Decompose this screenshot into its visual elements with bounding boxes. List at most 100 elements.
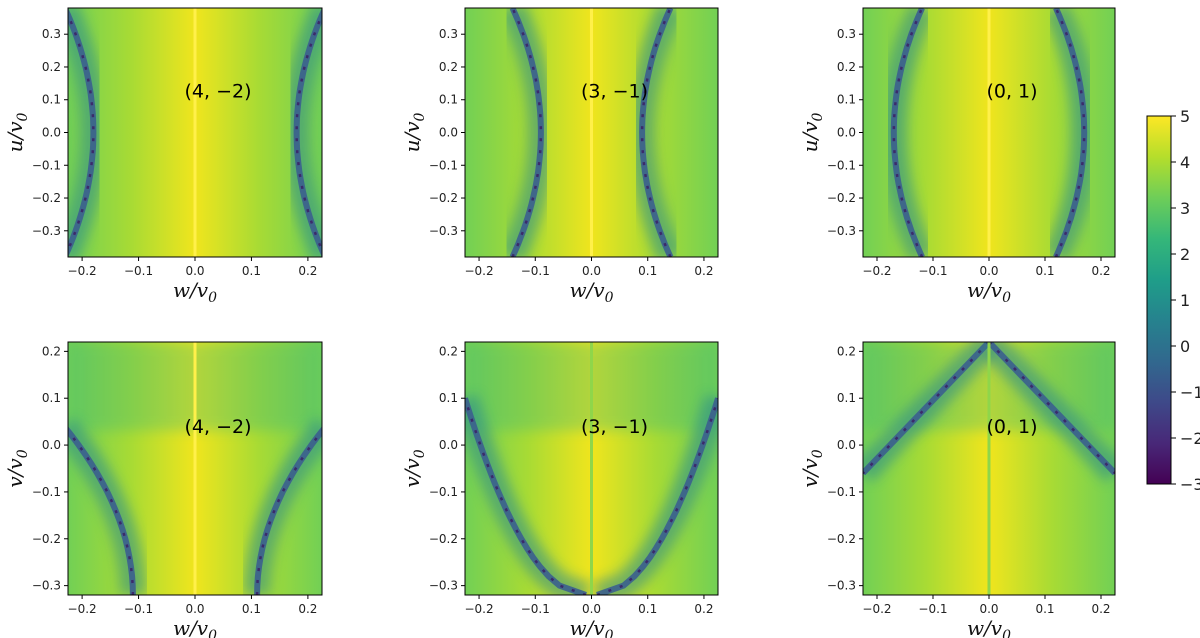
y-tick-label: 0.1 bbox=[42, 391, 61, 405]
y-tick-label: −0.3 bbox=[827, 224, 856, 238]
y-tick-label: 0.0 bbox=[42, 126, 61, 140]
y-tick-label: 0.1 bbox=[439, 93, 458, 107]
minimum-curve-outer bbox=[1053, 8, 1088, 257]
x-tick-label: 0.1 bbox=[1035, 264, 1054, 278]
y-tick-label: 0.0 bbox=[42, 438, 61, 452]
panel-bottom-middle: −0.2 −0.1 0.0 0.1 0.2 −0.3 −0.2 −0.1 0.0 0.1 0.2 (3… bbox=[400, 341, 719, 638]
x-tick-label: −0.2 bbox=[464, 264, 493, 278]
panel-top-left: −0.2 −0.1 0.0 0.1 0.2 −0.3 −0.2 −0.1 0.0 0.1 0.2 0.… bbox=[3, 7, 323, 306]
x-tick-label: −0.1 bbox=[918, 602, 947, 616]
x-axis-label: w/v0 bbox=[967, 616, 1011, 638]
minimum-curve bbox=[68, 429, 135, 595]
x-tick-label: 0.2 bbox=[1091, 602, 1110, 616]
y-tick-label: 0.3 bbox=[837, 27, 856, 41]
x-axis-label: w/v0 bbox=[569, 278, 613, 306]
minimum-curve-outer bbox=[863, 342, 992, 476]
colorbar-tick-label: 0 bbox=[1180, 337, 1190, 356]
colorbar-tick-label: −2 bbox=[1180, 429, 1200, 448]
panel-annotation: (3, −1) bbox=[581, 81, 648, 103]
y-tick-label: 0.1 bbox=[837, 391, 856, 405]
y-tick-label: 0.3 bbox=[439, 27, 458, 41]
x-tick-label: 0.2 bbox=[694, 264, 713, 278]
heatmap-field bbox=[863, 342, 1115, 595]
heatmap-field bbox=[68, 342, 322, 595]
colorbar-tick-label: 2 bbox=[1180, 245, 1190, 264]
x-tick-label: −0.2 bbox=[862, 264, 891, 278]
colorbar-gradient bbox=[1147, 116, 1171, 484]
x-tick-label: 0.0 bbox=[185, 602, 204, 616]
y-tick-label: 0.0 bbox=[439, 438, 458, 452]
y-tick-label: 0.1 bbox=[42, 93, 61, 107]
y-tick-label: −0.1 bbox=[827, 158, 856, 172]
minimum-curve bbox=[465, 397, 587, 595]
x-tick-label: 0.2 bbox=[694, 602, 713, 616]
x-tick-label: 0.2 bbox=[1091, 264, 1110, 278]
x-axis-label: w/v0 bbox=[173, 616, 217, 638]
y-tick-label: −0.2 bbox=[429, 191, 458, 205]
x-tick-label: −0.2 bbox=[68, 602, 97, 616]
y-axis-label: v/v0 bbox=[798, 449, 826, 487]
y-tick-label: −0.1 bbox=[429, 158, 458, 172]
colorbar: 5 4 3 2 1 0 −1 −2 −3 bbox=[1146, 107, 1200, 494]
y-tick-label: 0.2 bbox=[439, 60, 458, 74]
minimum-curve-outer bbox=[639, 8, 674, 257]
x-axis-label: w/v0 bbox=[569, 616, 613, 638]
panel-annotation: (4, −2) bbox=[184, 416, 251, 438]
x-axis-label: w/v0 bbox=[967, 278, 1011, 306]
y-tick-label: −0.2 bbox=[827, 191, 856, 205]
y-tick-label: −0.1 bbox=[32, 485, 61, 499]
y-tick-label: 0.1 bbox=[837, 93, 856, 107]
minimum-curve-outer bbox=[68, 8, 97, 257]
minimum-curve bbox=[255, 429, 322, 595]
colorbar-tick-label: 3 bbox=[1180, 199, 1190, 218]
y-tick-label: −0.3 bbox=[827, 579, 856, 593]
x-axis-label: w/v0 bbox=[173, 278, 217, 306]
x-tick-label: 0.2 bbox=[298, 602, 317, 616]
y-axis-label: u/v0 bbox=[400, 113, 428, 153]
heatmap-field bbox=[465, 8, 718, 257]
minimum-curve-outer bbox=[986, 342, 1115, 476]
x-tick-label: −0.2 bbox=[68, 264, 97, 278]
y-tick-label: 0.2 bbox=[42, 60, 61, 74]
y-tick-label: −0.2 bbox=[429, 532, 458, 546]
y-tick-label: 0.0 bbox=[837, 438, 856, 452]
minimum-curve-outer bbox=[890, 8, 925, 257]
y-tick-label: −0.3 bbox=[429, 579, 458, 593]
panel-bottom-left: −0.2 −0.1 0.0 0.1 0.2 −0.3 −0.2 −0.1 0.0 0.1 0.2 (4… bbox=[3, 341, 323, 638]
x-tick-label: 0.1 bbox=[242, 264, 261, 278]
x-tick-label: −0.1 bbox=[918, 264, 947, 278]
colorbar-tick-label: 1 bbox=[1180, 291, 1190, 310]
y-tick-label: −0.1 bbox=[429, 485, 458, 499]
x-tick-label: −0.2 bbox=[464, 602, 493, 616]
x-tick-label: −0.2 bbox=[862, 602, 891, 616]
x-tick-label: −0.1 bbox=[521, 264, 550, 278]
x-tick-label: 0.1 bbox=[242, 602, 261, 616]
heatmap-field bbox=[68, 8, 322, 257]
y-axis-label: v/v0 bbox=[400, 449, 428, 487]
heatmap-field bbox=[863, 8, 1115, 257]
y-tick-label: 0.1 bbox=[439, 391, 458, 405]
x-tick-label: −0.1 bbox=[124, 602, 153, 616]
y-axis-label: v/v0 bbox=[3, 449, 31, 487]
y-axis-label: u/v0 bbox=[3, 113, 31, 153]
minimum-curve-outer bbox=[293, 8, 322, 257]
heatmap-field bbox=[465, 342, 718, 595]
y-tick-label: −0.3 bbox=[32, 224, 61, 238]
y-axis-label: u/v0 bbox=[798, 113, 826, 153]
panel-bottom-right: −0.2 −0.1 0.0 0.1 0.2 −0.3 −0.2 −0.1 0.0 0.1 0.2 (0… bbox=[798, 341, 1116, 638]
x-tick-label: 0.0 bbox=[582, 602, 601, 616]
colorbar-tick-label: 5 bbox=[1180, 107, 1190, 126]
panel-top-right: −0.2 −0.1 0.0 0.1 0.2 −0.3 −0.2 −0.1 0.0 0.1 0.2 0.… bbox=[798, 7, 1116, 306]
x-tick-label: 0.0 bbox=[979, 264, 998, 278]
x-tick-label: 0.1 bbox=[638, 264, 657, 278]
panel-annotation: (3, −1) bbox=[581, 416, 648, 438]
y-tick-label: −0.1 bbox=[32, 158, 61, 172]
y-tick-label: −0.2 bbox=[827, 532, 856, 546]
x-tick-label: −0.1 bbox=[521, 602, 550, 616]
y-tick-label: −0.2 bbox=[32, 532, 61, 546]
x-tick-label: 0.0 bbox=[582, 264, 601, 278]
panel-top-middle: −0.2 −0.1 0.0 0.1 0.2 −0.3 −0.2 −0.1 0.0 0.1 0.2 0.… bbox=[400, 7, 719, 306]
x-tick-label: 0.1 bbox=[1035, 602, 1054, 616]
x-tick-label: −0.1 bbox=[124, 264, 153, 278]
minimum-curve-outer bbox=[509, 8, 544, 257]
